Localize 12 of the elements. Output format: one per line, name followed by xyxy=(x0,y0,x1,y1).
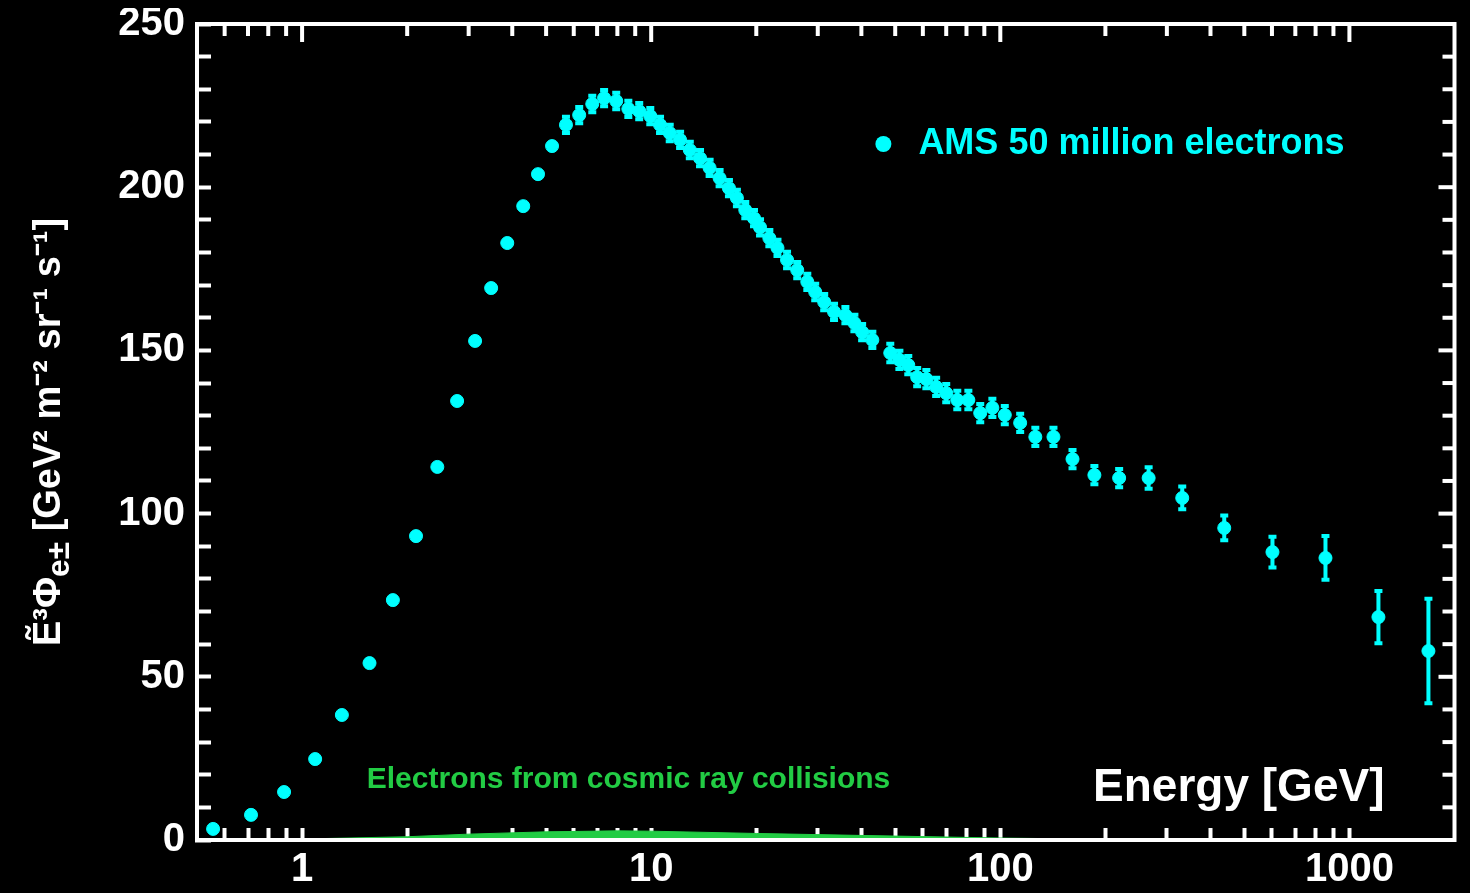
x-axis-title: Energy [GeV] xyxy=(1093,758,1385,811)
y-tick-label: 150 xyxy=(118,325,185,370)
series-label: Electrons from cosmic ray collisions xyxy=(366,761,891,795)
x-tick-label: 100 xyxy=(966,845,1034,890)
x-tick-label: 10 xyxy=(628,845,674,890)
y-tick-label: 200 xyxy=(118,162,185,207)
x-tick-label: 1 xyxy=(290,845,314,890)
y-tick-label: 100 xyxy=(118,488,185,533)
y-tick-label: 50 xyxy=(140,651,185,696)
y-tick-label: 0 xyxy=(162,815,185,860)
legend-label: AMS 50 million electrons xyxy=(918,120,1345,162)
x-tick-label: 1000 xyxy=(1304,845,1394,890)
